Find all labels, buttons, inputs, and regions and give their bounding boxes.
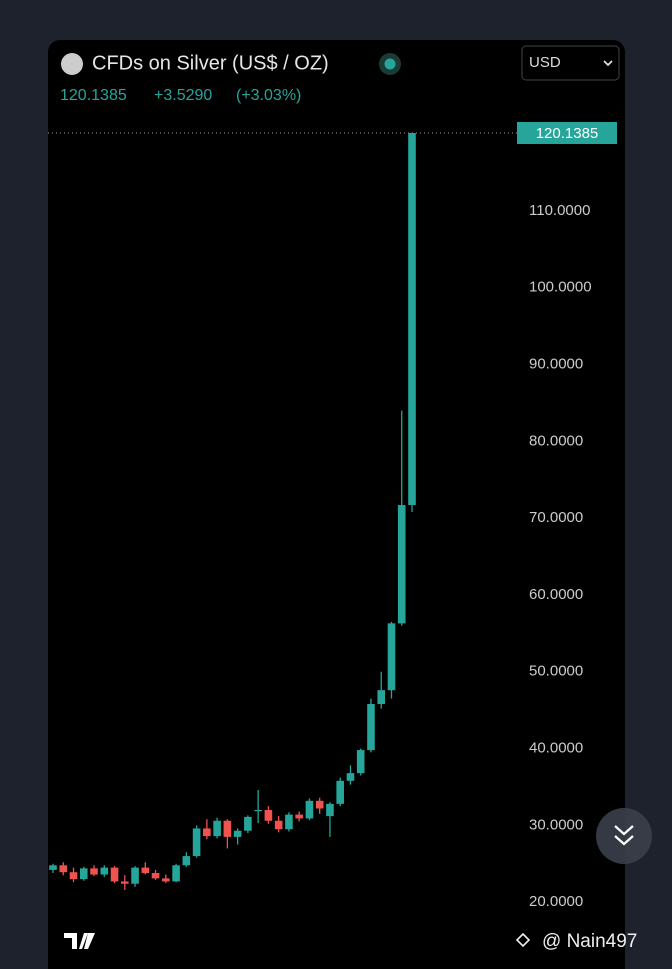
candle-body (141, 867, 150, 873)
binance-logo (515, 932, 531, 948)
candle-body (162, 878, 170, 882)
chart-title: CFDs on Silver (US$ / OZ) (92, 52, 329, 74)
candle-body (151, 872, 160, 879)
y-tick-label: 90.0000 (529, 355, 583, 372)
candle-body (254, 809, 262, 812)
candle-body (346, 773, 355, 781)
currency-label: USD (529, 54, 561, 71)
candle-body (305, 800, 314, 819)
y-tick-label: 60.0000 (529, 586, 583, 603)
candle-body (69, 872, 78, 880)
candle-body (172, 865, 180, 882)
candle-body (233, 830, 242, 837)
candle-body (264, 809, 273, 821)
y-tick-label: 50.0000 (529, 663, 583, 680)
candle-body (79, 868, 88, 880)
y-tick-label: 110.0000 (529, 202, 590, 219)
y-tick-label: 100.0000 (529, 279, 592, 296)
scroll-button[interactable] (596, 808, 652, 864)
candle-body (182, 856, 191, 866)
header-price: 120.1385 (60, 87, 127, 104)
candle-body (131, 867, 139, 884)
y-tick-label: 70.0000 (529, 509, 583, 526)
scroll-icon (614, 825, 634, 846)
candle-body (121, 881, 129, 884)
candle-body (274, 820, 283, 830)
y-tick-label: 80.0000 (529, 432, 583, 449)
price-tag-label: 120.1385 (536, 125, 599, 142)
candle-body (397, 505, 406, 624)
status-dot (384, 58, 396, 70)
currency-select[interactable] (521, 45, 620, 81)
candle-body (100, 867, 109, 875)
plot-area: 20.0000 30.0000 40.0000 50.0000 60.0000 70.00… (48, 121, 617, 910)
candle-body (203, 828, 211, 837)
card (48, 40, 625, 969)
price-tag (517, 121, 617, 144)
header-change: +3.5290 (154, 87, 212, 104)
header-change-percent: (+3.03%) (236, 87, 301, 104)
candle-body (192, 828, 201, 857)
candle-body (49, 865, 57, 870)
tradingview-logo (64, 933, 95, 949)
y-tick-label: 30.0000 (529, 816, 583, 833)
y-tick-label: 20.0000 (529, 893, 583, 910)
candle-body (356, 750, 365, 774)
dropdown-arrow (603, 60, 613, 67)
candle-body (59, 865, 68, 873)
candle-body (244, 816, 252, 831)
candle-body (213, 820, 221, 837)
candle-body (315, 800, 324, 809)
candle-body (223, 820, 232, 837)
candle-body (110, 867, 119, 882)
candle-body (408, 132, 416, 506)
candle-body (295, 814, 303, 819)
candle-body (90, 868, 98, 875)
candle-body (285, 814, 293, 830)
candle-body (326, 803, 334, 817)
watermark: @ Nain497 (542, 931, 637, 952)
candle-body (336, 780, 344, 804)
candle-body (367, 703, 375, 751)
y-tick-label: 40.0000 (529, 740, 583, 757)
symbol-icon (61, 53, 83, 75)
candle-body (387, 623, 396, 691)
candle-body (377, 690, 386, 704)
